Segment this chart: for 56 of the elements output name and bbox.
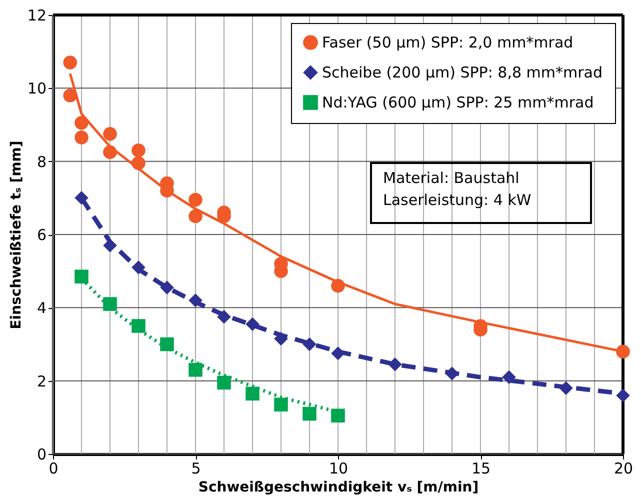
point [103,127,117,141]
y-tick-label: 6 [36,226,46,244]
point [502,370,516,384]
point [103,297,117,311]
point [217,376,231,390]
y-tick-label: 2 [36,372,46,390]
annotation: Material: Baustahl [383,169,520,187]
point [63,56,77,70]
point [132,156,146,170]
point [160,337,174,352]
y-axis-title: Einschweißtiefe tₛ [mm] [8,140,24,330]
point [74,270,88,284]
x-axis-title: Schweißgeschwindigkeit vₛ [m/min] [198,480,479,496]
point [331,346,345,360]
point [103,238,117,252]
legend-label: Scheibe (200 μm) SPP: 8,8 mm*mrad [322,64,602,82]
point [188,192,202,207]
y-tick-label: 10 [27,80,46,98]
annotation: Laserleistung: 4 kW [383,191,532,209]
point [132,319,146,333]
point [302,406,316,421]
point [388,357,402,372]
y-tick-label: 0 [36,446,46,464]
point [217,310,231,324]
legend-label: Nd:YAG (600 μm) SPP: 25 mm*mrad [322,94,594,112]
point [160,280,174,294]
point [74,191,88,205]
point [74,116,88,130]
point [274,398,288,412]
point [302,337,316,352]
point [331,278,345,293]
point [63,88,77,102]
point [559,381,573,396]
point [103,145,117,160]
y-tick-label: 8 [36,152,46,171]
point [188,293,202,308]
point [246,386,260,401]
point [274,332,288,346]
x-tick-label: 5 [191,460,201,478]
point [132,260,146,274]
point [616,344,630,358]
point [445,366,459,380]
y-tick-label: 12 [27,6,46,24]
x-tick-label: 0 [48,460,58,478]
point [246,317,260,332]
point [74,130,88,144]
x-tick-label: 15 [471,460,491,478]
point [331,408,345,422]
point [188,209,202,224]
y-tick-label: 4 [36,299,46,318]
legend-label: Faser (50 μm) SPP: 2,0 mm*mrad [322,34,574,52]
x-tick-label: 10 [328,460,348,478]
point [616,388,630,402]
x-tick-label: 20 [614,460,634,478]
point [188,362,202,377]
point [132,143,146,158]
